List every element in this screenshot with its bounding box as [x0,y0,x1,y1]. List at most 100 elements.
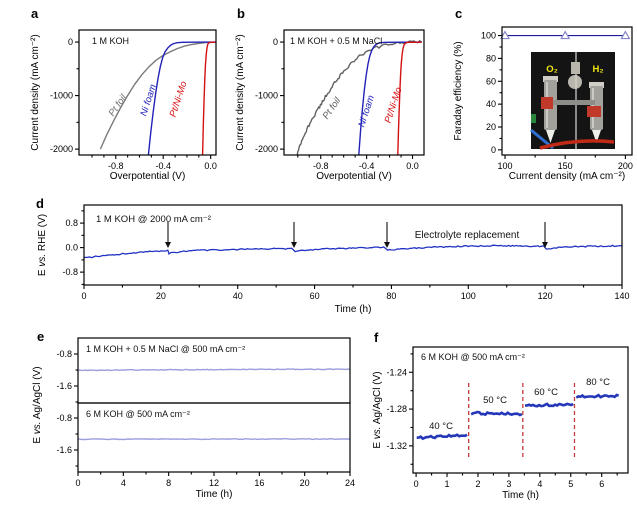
annotation-text: 50 °C [483,395,507,406]
plot-border [77,402,351,473]
x-axis-label: Current density (mA cm⁻²) [509,171,625,182]
x-tick-label: 1 [445,479,450,489]
x-tick-label: 6 [599,479,604,489]
series-pt-ni-mo [201,41,216,155]
series-group [84,244,622,259]
annotation-text: Ni foam [138,83,159,118]
x-tick-label: 20 [300,478,310,488]
plot-border [501,26,633,156]
annotation-text: 80 °C [586,377,610,388]
series-group [99,41,216,155]
x-tick-label: 12 [209,478,219,488]
plot-border [83,204,623,286]
panel-letter-f: f [374,330,379,345]
ticks [74,417,351,476]
x-tick-label: 2 [475,479,480,489]
triangle-marker [499,30,511,40]
annotation-text: 1 M KOH @ 2000 mA cm⁻² [96,214,211,225]
x-tick-label: 4 [121,478,126,488]
series-ni-foam [147,41,216,155]
y-tick-label: -2000 [255,144,278,154]
y-tick-label: -0.8 [62,267,78,277]
x-tick-label: 4 [537,479,542,489]
y-tick-label: -0.8 [56,413,72,423]
annotation-text: 40 °C [429,421,453,432]
x-tick-label: 120 [538,291,553,301]
y-axis-label: E vs. Ag/AgCl (V) [372,371,383,448]
series-group [78,368,350,372]
series-pt-foil [296,39,423,155]
series-group [78,437,350,441]
x-tick-label: 0 [414,479,419,489]
x-tick-label: 0 [75,478,80,488]
annotation-text: Pt/Ni-Mo [168,80,190,119]
x-tick-label: 5 [568,479,573,489]
x-axis-label: Time (h) [196,489,233,500]
electrolysis-cell-photo: O₂ H₂ [530,52,615,150]
x-tick-label: 24 [345,478,355,488]
series-pt-foil [99,41,216,150]
panel-letter-d: d [36,196,44,211]
y-tick-label: 0 [273,37,278,47]
y-axis-label: Current density (mA cm⁻²) [235,34,246,150]
x-tick-label: 80 [386,291,396,301]
y-axis-label: E vs. RHE (V) [37,214,48,276]
y-axis-label: Faraday efficiency (%) [453,41,464,140]
y-tick-label: 40 [486,99,496,109]
y-tick-label: -1.32 [386,441,407,451]
annotation-text: 6 M KOH @ 500 mA cm⁻² [86,409,190,419]
x-tick-label: 0.0 [204,161,217,171]
x-tick-label: 40 [233,291,243,301]
x-tick-label: 200 [618,161,633,171]
x-tick-label: 16 [254,478,264,488]
annotation-text: Pt/Ni-Mo [383,86,405,125]
x-tick-label: 0.0 [406,161,419,171]
series-80-c [575,393,620,399]
clamp-right [587,106,601,117]
y-tick-label: -1.28 [386,404,407,414]
x-tick-label: 0 [81,291,86,301]
panel-letter-c: c [455,6,463,21]
y-tick-label: -0.8 [56,349,72,359]
panel-f-chart: 6 M KOH @ 500 mA cm⁻² 40 °C 50 °C 60 °C 80 °… [372,346,629,501]
y-tick-label: -1000 [255,91,278,101]
y-tick-label: -1000 [50,91,73,101]
o2-label: O₂ [546,64,558,75]
panel-a-chart: 1 M KOH Pt foil Ni foam Pt/Ni-Mo -0.8 -0.4 0.0… [30,29,217,182]
x-tick-label: 20 [156,291,166,301]
x-tick-label: 140 [614,291,629,301]
clamp-left [541,97,553,109]
series-50-c [470,410,523,417]
x-tick-label: 8 [166,478,171,488]
x-tick-label: 100 [461,291,476,301]
x-tick-label: 150 [558,161,573,171]
y-tick-label: -1.24 [386,367,407,377]
y-tick-label: 100 [481,31,496,41]
series-group [296,39,423,155]
annotation-text: 1 M KOH + 0.5 M NaCl [290,36,382,46]
y-tick-label: 0 [68,37,73,47]
plot-border [412,346,629,474]
annotation-text: Ni foam [356,94,377,129]
y-tick-label: -1.6 [56,381,72,391]
annotation-text: 6 M KOH @ 500 mA cm⁻² [421,352,525,362]
y-tick-label: 0.8 [65,218,78,228]
annotation-text: 1 M KOH [92,36,129,46]
panel-e2-chart: 6 M KOH @ 500 mA cm⁻² 0 4 8 12 16 20 24 -0.8 -1.6… [32,366,355,500]
series-ni-foam [358,41,422,155]
red-wire [539,139,615,150]
y-tick-label: 20 [486,122,496,132]
panel-letter-e: e [37,329,45,344]
x-axis-label: Overpotential (V) [316,171,392,182]
series-pt-ni-mo [397,41,422,155]
x-tick-label: 3 [506,479,511,489]
h2-label: H₂ [592,64,603,75]
panel-d-chart: 1 M KOH @ 2000 mA cm⁻² Electrolyte replac… [37,204,630,315]
annotation-text: 1 M KOH + 0.5 M NaCl @ 500 mA cm⁻² [86,344,245,354]
triangle-marker [560,30,571,40]
series-1-m-koh-0-5-m-nacl [78,368,350,372]
